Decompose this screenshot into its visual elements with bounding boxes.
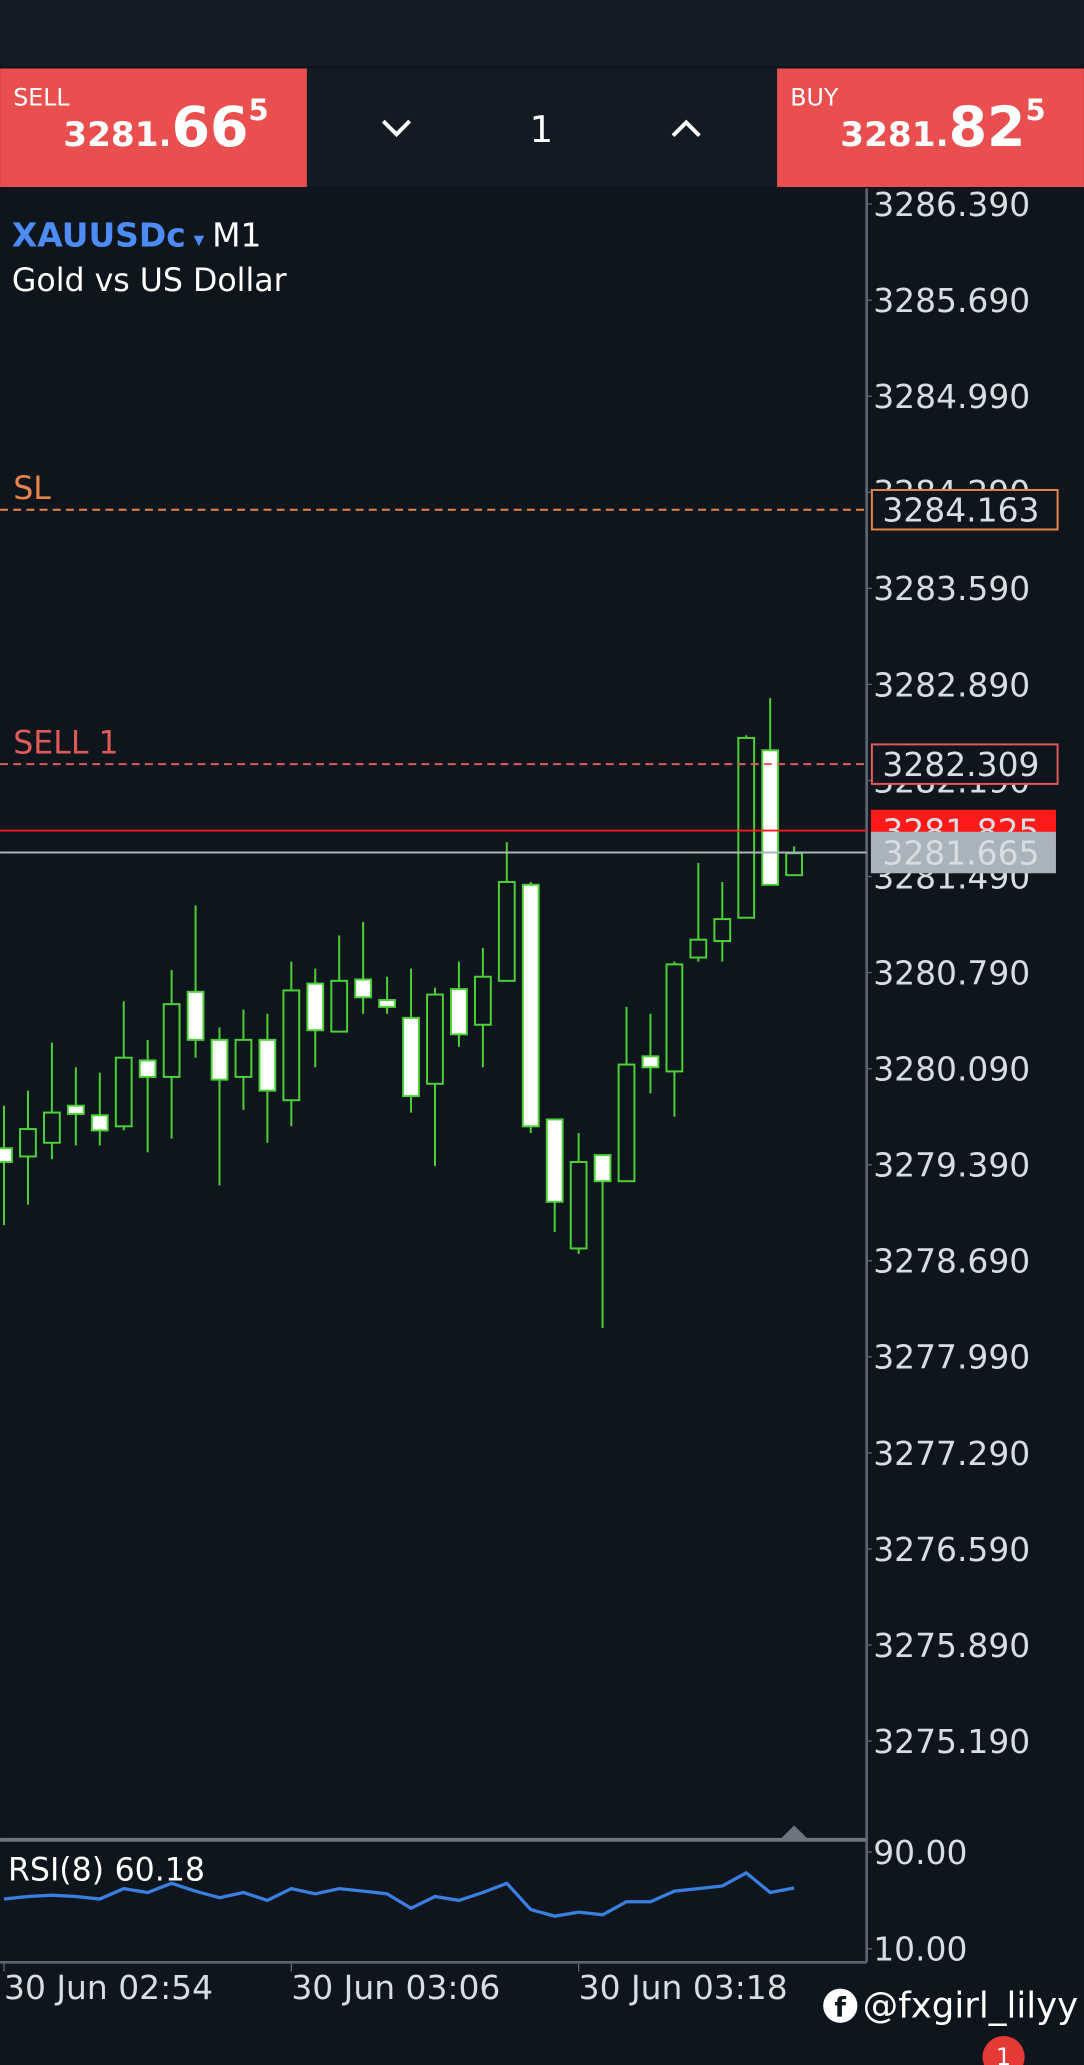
y-tick-label: 3277.290 (873, 1434, 1030, 1473)
buy-price-big: 82 (949, 96, 1026, 160)
candle-body (737, 736, 756, 919)
candle-body (66, 1104, 85, 1115)
level-box (870, 488, 1059, 531)
volume[interactable]: 1 (530, 108, 553, 151)
candle-body (761, 749, 780, 886)
y-tick-label: 3280.790 (873, 953, 1030, 992)
sell-price-big: 66 (172, 96, 249, 160)
volume-down[interactable] (381, 119, 412, 138)
y-tick-label: 3282.890 (873, 665, 1030, 704)
level-box (870, 743, 1059, 785)
sell-bg (0, 68, 307, 188)
rsi-tick-label: 90.00 (873, 1833, 967, 1872)
candle-body (473, 975, 492, 1026)
buy-bg (777, 68, 1084, 188)
candle-body (593, 1154, 612, 1183)
candle-body (234, 1038, 253, 1078)
candle-body (569, 1160, 588, 1250)
candle-body (19, 1128, 37, 1158)
candle-body (354, 978, 373, 999)
y-tick-label: 3279.390 (873, 1146, 1030, 1185)
ticker-caret: ▾ (194, 226, 205, 251)
candle-body (306, 982, 325, 1032)
symbol-description: Gold vs US Dollar (12, 263, 287, 299)
sell-price: 3281.665 (63, 93, 268, 160)
candle-body (641, 1055, 660, 1069)
badge: 1 (996, 2043, 1011, 2065)
candle-body (689, 938, 708, 959)
level-box (870, 831, 1056, 874)
volume-up[interactable] (671, 119, 701, 138)
y-tick-label: 3277.990 (873, 1338, 1030, 1377)
level-name: SELL 1 (13, 726, 118, 762)
rsi-line (3, 1870, 795, 1918)
candle-body (114, 1056, 133, 1128)
y-tick-label: 3278.690 (873, 1242, 1030, 1281)
y-tick-label: 3286.390 (873, 185, 1030, 224)
rsi-value: 60.18 (115, 1853, 205, 1889)
y-tick-label: 3280.090 (873, 1050, 1030, 1089)
y-tick-label: 3283.590 (873, 569, 1030, 608)
candle-body (785, 852, 804, 877)
candle-body (450, 988, 468, 1036)
sell-button[interactable]: SELL 3281.665 (0, 68, 307, 188)
watermark-icon (823, 1988, 858, 2023)
candle-body (186, 990, 205, 1041)
buy-button[interactable]: BUY 3281.825 (777, 68, 1084, 188)
candle-body (90, 1114, 109, 1132)
x-tick-label: 30 Jun 03:06 (291, 1968, 500, 2007)
badge-bg (982, 2036, 1025, 2065)
sell-label: SELL (13, 83, 70, 111)
candle-body (330, 979, 349, 1033)
level-price: 3282.309 (882, 745, 1039, 784)
candle-body (138, 1059, 157, 1078)
timeframe[interactable]: M1 (212, 215, 261, 254)
candle-body (162, 1003, 181, 1078)
watermark: @fxgirl_lilyy (863, 1986, 1079, 2027)
candle-body (545, 1118, 564, 1203)
candle-body (713, 918, 732, 943)
candle-body (426, 993, 444, 1085)
rsi-label: RSI(8) 60.18 (8, 1853, 205, 1889)
sell-price-sup: 5 (249, 93, 269, 127)
rsi-tick-label: 10.00 (873, 1930, 967, 1969)
y-tick-label: 3285.690 (873, 281, 1030, 320)
candle-body (258, 1038, 277, 1092)
candle-body (497, 881, 516, 982)
separator-handle[interactable] (781, 1825, 808, 1839)
buy-price-sup: 5 (1026, 93, 1046, 127)
level-price: 3281.665 (882, 833, 1039, 872)
watermark-icon-letter: f (835, 1993, 847, 2023)
y-tick-label: 3275.890 (873, 1626, 1030, 1665)
buy-price-main: 3281. (840, 115, 948, 155)
candle-body (402, 1016, 420, 1098)
level-name: SL (13, 471, 51, 507)
x-tick-label: 30 Jun 02:54 (4, 1968, 213, 2007)
y-tick-label: 3284.990 (873, 377, 1030, 416)
y-tick-label: 3276.590 (873, 1530, 1030, 1569)
buy-label: BUY (790, 83, 839, 111)
volume-panel (306, 68, 778, 188)
sell-price-main: 3281. (63, 115, 171, 155)
candle-body (665, 963, 684, 1073)
candle-body (378, 999, 396, 1008)
rsi-name: RSI(8) (8, 1853, 104, 1889)
symbol-line: XAUUSDc ▾ M1 (12, 215, 262, 254)
ticker[interactable]: XAUUSDc (12, 215, 186, 254)
y-tick-label: 3275.190 (873, 1722, 1030, 1761)
candle-body (0, 1147, 13, 1163)
top-bar (0, 0, 1084, 66)
candle-body (282, 989, 301, 1102)
candle-body (43, 1111, 61, 1144)
candle-body (521, 883, 540, 1128)
buy-price: 3281.825 (840, 93, 1045, 160)
candle-body (210, 1038, 229, 1081)
level-price: 3284.163 (882, 491, 1039, 530)
x-tick-label: 30 Jun 03:18 (579, 1968, 788, 2007)
candle-body (617, 1063, 636, 1183)
